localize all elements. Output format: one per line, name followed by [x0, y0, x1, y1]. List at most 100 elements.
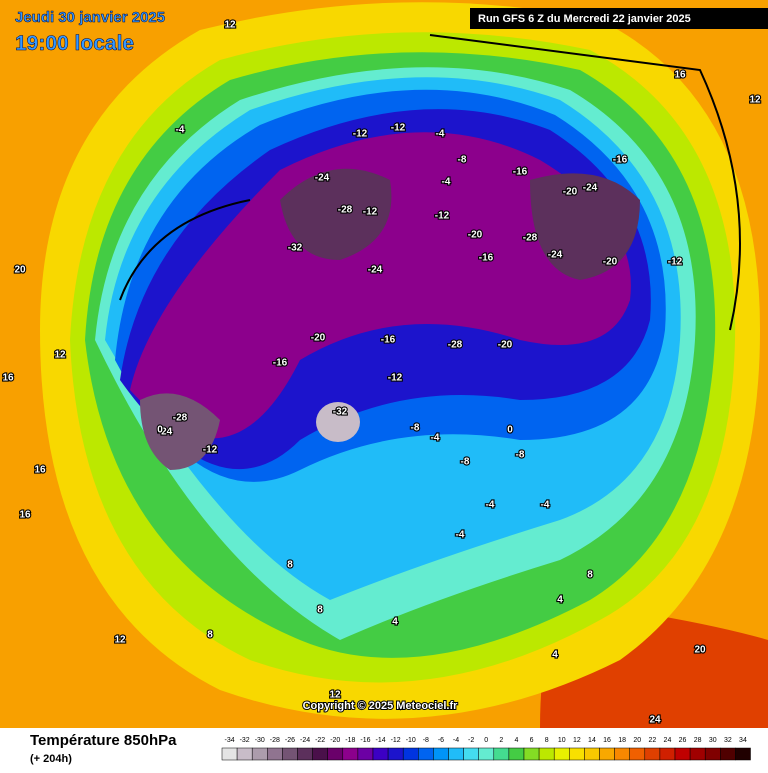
run-box	[470, 8, 768, 29]
scale-label: 28	[694, 737, 702, 744]
contour-label: -24	[548, 250, 563, 261]
scale-label: -10	[406, 737, 416, 744]
contour-label: 12	[329, 690, 341, 701]
run: Run GFS 6 Z du Mercredi 22 janvier 2025	[478, 13, 691, 25]
scale-swatch	[735, 747, 751, 761]
scale-swatch	[659, 747, 676, 761]
contour-label: -12	[363, 207, 378, 218]
contour-label: -4	[456, 530, 465, 541]
contour-label: -32	[288, 243, 303, 254]
contour-label: -28	[338, 205, 353, 216]
scale-label: 4	[514, 737, 518, 744]
contour-label: -12	[391, 123, 406, 134]
scale-swatch	[282, 747, 298, 761]
scale-label: 0	[484, 737, 488, 744]
scale-swatch	[629, 747, 646, 761]
scale-label: -22	[315, 737, 325, 744]
contour-line	[119, 34, 741, 331]
cold-core	[530, 173, 640, 280]
scale-swatch	[312, 747, 328, 761]
scale-label: -6	[438, 737, 444, 744]
contour-label: 12	[54, 350, 66, 361]
contour-label: 8	[287, 560, 293, 571]
band-m20	[130, 132, 631, 439]
scale-label: 18	[618, 737, 626, 744]
contour-label: 4	[552, 650, 558, 661]
scale-label: -8	[423, 737, 429, 744]
contour-label: -16	[381, 335, 396, 346]
scale-label: 26	[679, 737, 687, 744]
scale-swatch	[674, 747, 691, 761]
contour-label: 16	[674, 70, 686, 81]
scale-label: 34	[739, 737, 747, 744]
contour-label: -24	[158, 427, 173, 438]
scale-label: -20	[330, 737, 340, 744]
contour-label: -20	[563, 187, 578, 198]
contour-label: -8	[516, 450, 525, 461]
scale-swatch	[267, 747, 283, 761]
contour-label: 0	[157, 425, 163, 436]
scale-label: -2	[468, 737, 474, 744]
contour-label: -4	[436, 129, 445, 140]
contour-label: -12	[203, 445, 218, 456]
scale-swatch	[584, 747, 600, 761]
contour-label: -20	[498, 340, 513, 351]
scale-label: -4	[453, 737, 459, 744]
contour-label: -16	[613, 155, 628, 166]
contour-label: -24	[368, 265, 383, 276]
contour-labels: -12 -12 -4 -8 -12 -16 -4 -24 -28 -32 -12 -24 -20 -16 -…	[1, 19, 762, 727]
scale-label: -14	[375, 737, 385, 744]
contour-label: -4	[431, 433, 440, 444]
contour-label: 24	[649, 715, 661, 726]
scale-swatch	[704, 747, 721, 761]
contour-label: 8	[207, 630, 213, 641]
contour-label: -4	[176, 125, 185, 136]
scale-label: -34	[224, 737, 234, 744]
contour-label: -20	[603, 257, 618, 268]
scale-swatch	[387, 747, 404, 761]
contour-label: -20	[468, 230, 483, 241]
contour-label: -8	[458, 155, 467, 166]
scale-swatch	[327, 747, 344, 761]
scale-label: 20	[633, 737, 641, 744]
contour-label: -4	[442, 177, 451, 188]
contour-label: -8	[461, 457, 470, 468]
contour-label: -12	[668, 257, 683, 268]
contour-label: -32	[333, 407, 348, 418]
contour-label: -16	[273, 358, 288, 369]
scale-swatch	[478, 747, 495, 761]
scale-label: 16	[603, 737, 611, 744]
scale-swatch	[720, 747, 736, 761]
scale-label: -26	[285, 737, 295, 744]
scale-swatch	[357, 747, 374, 761]
contour-label: 16	[19, 510, 31, 521]
contour-label: -12	[353, 129, 368, 140]
scale-label: 32	[724, 737, 732, 744]
scale-swatch	[448, 747, 464, 761]
contour-label: -12	[388, 373, 403, 384]
cold-core	[140, 393, 220, 470]
scale-label: -28	[270, 737, 280, 744]
contour-label: 12	[224, 20, 236, 31]
scale-swatch	[342, 747, 359, 761]
scale-label: -32	[240, 737, 250, 744]
contour-label: 4	[557, 595, 563, 606]
contour-label: -28	[523, 233, 538, 244]
cold-core	[280, 168, 392, 260]
scale-swatch	[553, 747, 570, 761]
scale-swatch	[614, 747, 630, 761]
scale-label: 8	[545, 737, 549, 744]
scale-label: -12	[391, 737, 401, 744]
time: 19:00 locale	[15, 32, 134, 55]
scale-label: -16	[360, 737, 370, 744]
scale-swatch	[493, 747, 510, 761]
contour-label: -12	[435, 211, 450, 222]
scale-swatch	[569, 747, 585, 761]
scale-label: 10	[558, 737, 566, 744]
scale-swatch	[689, 747, 706, 761]
scale-label: -24	[300, 737, 310, 744]
scale-swatch	[508, 747, 525, 761]
scale-label: 22	[648, 737, 656, 744]
scale-swatch	[372, 747, 389, 761]
